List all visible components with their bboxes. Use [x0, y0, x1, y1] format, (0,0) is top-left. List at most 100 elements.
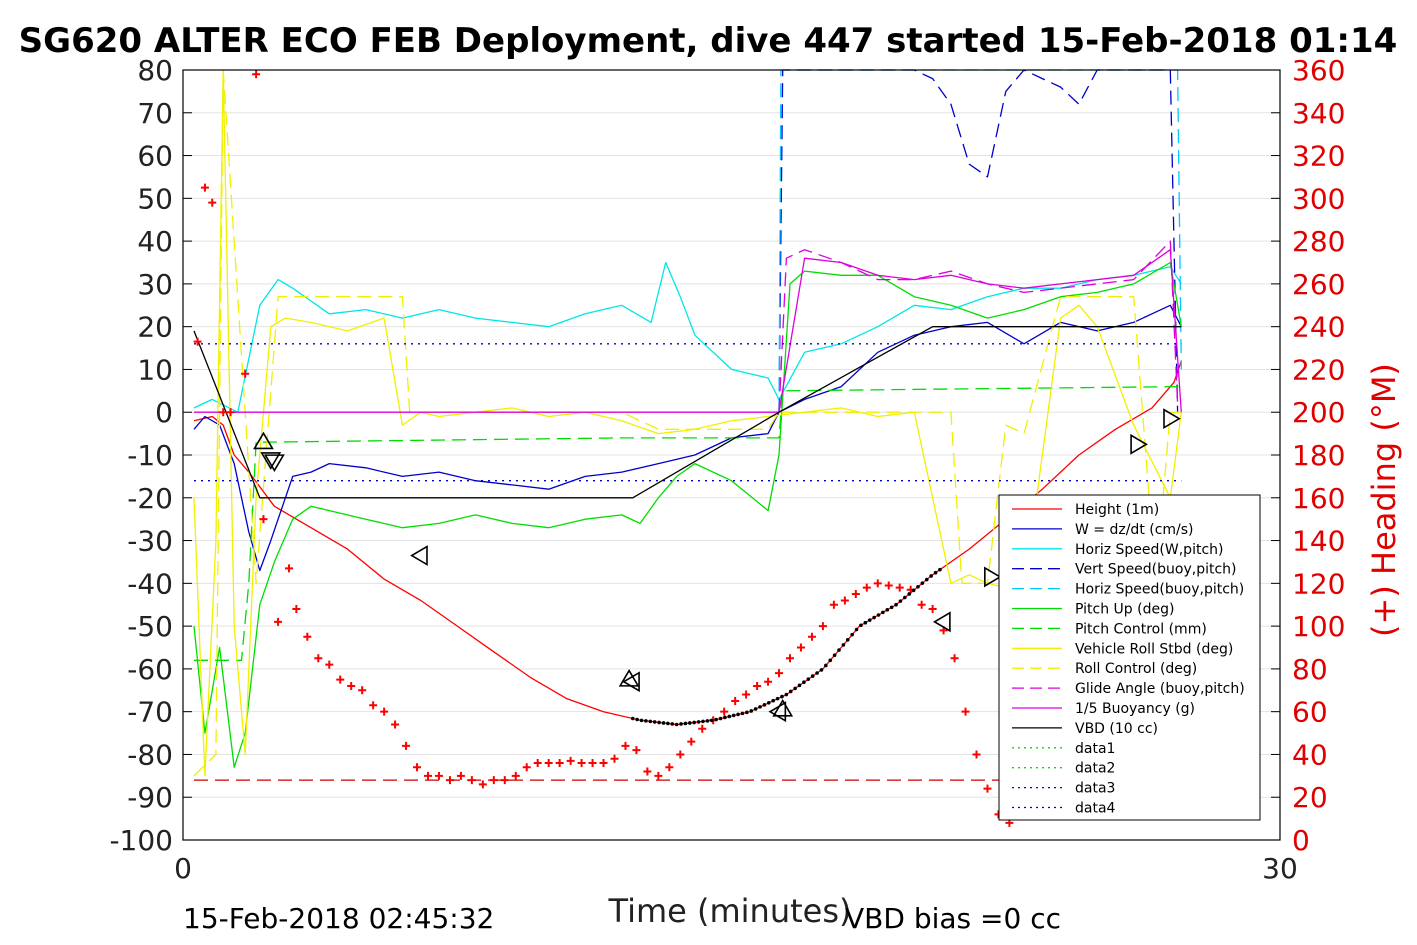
- triangle-marker-up: [772, 698, 794, 717]
- series-line-6: [194, 385, 1182, 661]
- heading-point: [303, 632, 312, 641]
- triangle-marker-left: [933, 611, 951, 633]
- heading-point: [731, 696, 740, 705]
- vbd-dot: [723, 715, 727, 720]
- vbd-dot: [775, 696, 780, 701]
- vbd-dot: [766, 700, 771, 705]
- heading-point: [961, 707, 970, 716]
- heading-point: [456, 771, 465, 780]
- triangle-marker-left: [768, 701, 787, 723]
- triangle-markers: [253, 408, 1181, 723]
- heading-point: [884, 581, 893, 590]
- heading-point: [840, 596, 849, 605]
- heading-point: [445, 776, 454, 785]
- vbd-dot: [793, 686, 797, 691]
- heading-point: [895, 583, 904, 592]
- legend-label: Vert Speed(buoy,pitch): [1075, 562, 1237, 578]
- series-line-9: [778, 240, 1179, 413]
- legend-label: W = dz/dt (cm/s): [1075, 522, 1194, 538]
- vbd-dot: [753, 707, 758, 711]
- vbd-dot: [727, 714, 732, 719]
- legend-label: VBD (10 cc): [1075, 721, 1158, 737]
- left-tick-label: -60: [127, 653, 173, 686]
- right-tick-label: 360: [1292, 54, 1345, 87]
- right-tick-label: 340: [1292, 97, 1345, 130]
- vbd-dot: [859, 623, 863, 628]
- heading-point: [369, 701, 378, 710]
- vbd-dot: [933, 570, 938, 575]
- legend-label: Pitch Control (mm): [1075, 621, 1207, 637]
- left-tick-label: 70: [137, 97, 173, 130]
- left-tick-label: 30: [137, 268, 173, 301]
- vbd-dot: [670, 722, 675, 726]
- legend-label: data1: [1075, 741, 1115, 757]
- left-tick-label: 0: [155, 396, 173, 429]
- heading-point: [200, 183, 209, 192]
- triangle-marker-left: [410, 545, 428, 566]
- vbd-dot: [661, 721, 666, 725]
- heading-point: [511, 771, 520, 780]
- heading-point: [917, 600, 926, 609]
- x-tick-label: 30: [1262, 852, 1298, 885]
- vbd-dot: [841, 643, 846, 647]
- heading-point: [358, 686, 367, 695]
- left-tick-label: -50: [127, 610, 173, 643]
- heading-point: [566, 756, 575, 765]
- heading-point: [753, 682, 762, 690]
- vbd-dot: [850, 632, 854, 637]
- heading-point: [851, 590, 860, 599]
- vbd-dot: [736, 712, 740, 717]
- vbd-dot: [819, 668, 824, 672]
- vbd-dot: [828, 658, 833, 663]
- legend-label: 1/5 Buoyancy (g): [1075, 701, 1195, 717]
- heading-point: [928, 605, 937, 613]
- right-tick-label: 320: [1292, 140, 1345, 173]
- heading-point: [391, 720, 400, 729]
- heading-point: [588, 759, 597, 767]
- heading-point: [610, 754, 619, 763]
- vbd-dot: [889, 605, 894, 610]
- heading-point: [241, 369, 250, 378]
- vbd-dot: [885, 608, 890, 612]
- x-axis-label: Time (minutes): [608, 892, 852, 930]
- triangle-marker-up: [253, 431, 274, 450]
- left-tick-label: 40: [137, 225, 173, 258]
- heading-point: [862, 583, 871, 592]
- vbd-dot: [810, 674, 815, 678]
- vbd-dot: [832, 653, 837, 657]
- left-tick-label: -10: [127, 439, 173, 472]
- series-lines: [193, 69, 1182, 777]
- triangle-marker-down: [264, 454, 285, 472]
- left-tick-label: 10: [137, 353, 173, 386]
- right-tick-label: 100: [1292, 610, 1345, 643]
- heading-point: [380, 707, 389, 716]
- vbd-dot: [784, 692, 789, 697]
- vbd-dot: [657, 720, 661, 725]
- left-tick-label: -30: [127, 525, 173, 558]
- vbd-dot: [709, 718, 714, 723]
- heading-point: [764, 677, 773, 686]
- right-tick-label: 120: [1292, 567, 1345, 600]
- heading-point: [500, 776, 509, 785]
- series-line-11: [193, 326, 1182, 499]
- right-tick-label: 80: [1292, 653, 1328, 686]
- vbd-dot: [679, 722, 683, 726]
- vbd-dot: [714, 717, 718, 722]
- heading-point: [467, 776, 476, 785]
- heading-point: [208, 198, 217, 207]
- vbd-dot: [806, 677, 811, 681]
- legend-label: Height (1m): [1075, 502, 1159, 518]
- heading-point: [742, 690, 751, 699]
- vbd-dot: [863, 620, 868, 625]
- right-tick-label: 60: [1292, 696, 1328, 729]
- heading-point: [336, 675, 345, 684]
- triangle-marker-left: [622, 671, 640, 693]
- vbd-dot: [696, 720, 701, 724]
- legend-label: Glide Angle (buoy,pitch): [1075, 681, 1245, 697]
- footer-vbd-bias: VBD bias =0 cc: [845, 902, 1061, 935]
- vbd-dot: [705, 719, 710, 723]
- vbd-dot: [745, 710, 749, 715]
- vbd-dot: [929, 574, 933, 578]
- heading-point: [621, 741, 630, 750]
- series-line-1: [193, 304, 1182, 572]
